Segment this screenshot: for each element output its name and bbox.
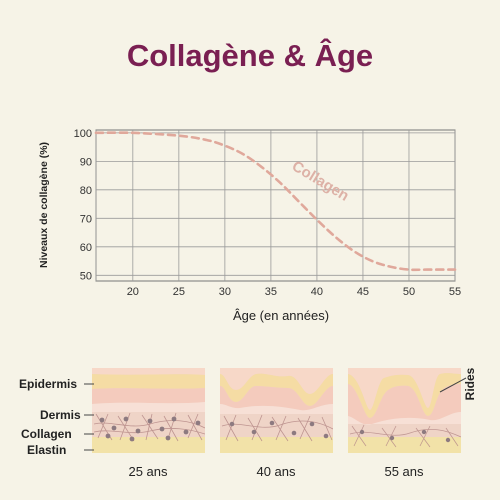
- chart-series: [94, 131, 457, 272]
- label-wrinkles: Rides: [463, 367, 477, 400]
- x-tick-label: 45: [357, 286, 369, 298]
- label-epidermis: Epidermis: [19, 377, 77, 391]
- x-tick-label: 20: [127, 286, 139, 298]
- skin-panel-40: [220, 368, 333, 453]
- label-collagen: Collagen: [21, 427, 72, 441]
- chart-grid: [95, 129, 456, 282]
- y-tick-label: 90: [80, 156, 92, 168]
- x-tick-label: 40: [311, 286, 323, 298]
- series-label-collagen: Collagen: [289, 158, 352, 205]
- y-tick-label: 60: [80, 242, 92, 254]
- label-elastin: Elastin: [27, 443, 66, 457]
- x-tick-label: 35: [265, 286, 277, 298]
- chart-title: Collagène & Âge: [126, 38, 374, 73]
- y-axis-label: Niveaux de collagène (%): [38, 142, 50, 268]
- plot-frame: [95, 129, 456, 282]
- x-tick-label: 50: [403, 286, 415, 298]
- label-dermis: Dermis: [40, 408, 81, 422]
- age-label-25: 25 ans: [128, 464, 168, 479]
- age-label-40: 40 ans: [256, 464, 296, 479]
- x-tick-label: 30: [219, 286, 231, 298]
- chart-ticks: 20 25 30 35 40 45 50 55 50 60 70 80 90 100: [74, 128, 461, 298]
- age-label-55: 55 ans: [384, 464, 424, 479]
- series-line-collagen: [94, 131, 457, 272]
- y-tick-label: 80: [80, 185, 92, 197]
- x-tick-label: 55: [449, 286, 461, 298]
- y-tick-label: 70: [80, 213, 92, 225]
- y-tick-label: 50: [80, 270, 92, 282]
- skin-panel-25: [92, 368, 205, 453]
- x-axis-label: Âge (en années): [233, 308, 329, 323]
- y-tick-label: 100: [74, 128, 92, 140]
- x-tick-label: 25: [173, 286, 185, 298]
- pointer-wrinkles: [439, 377, 467, 393]
- skin-panel-55: [348, 368, 461, 453]
